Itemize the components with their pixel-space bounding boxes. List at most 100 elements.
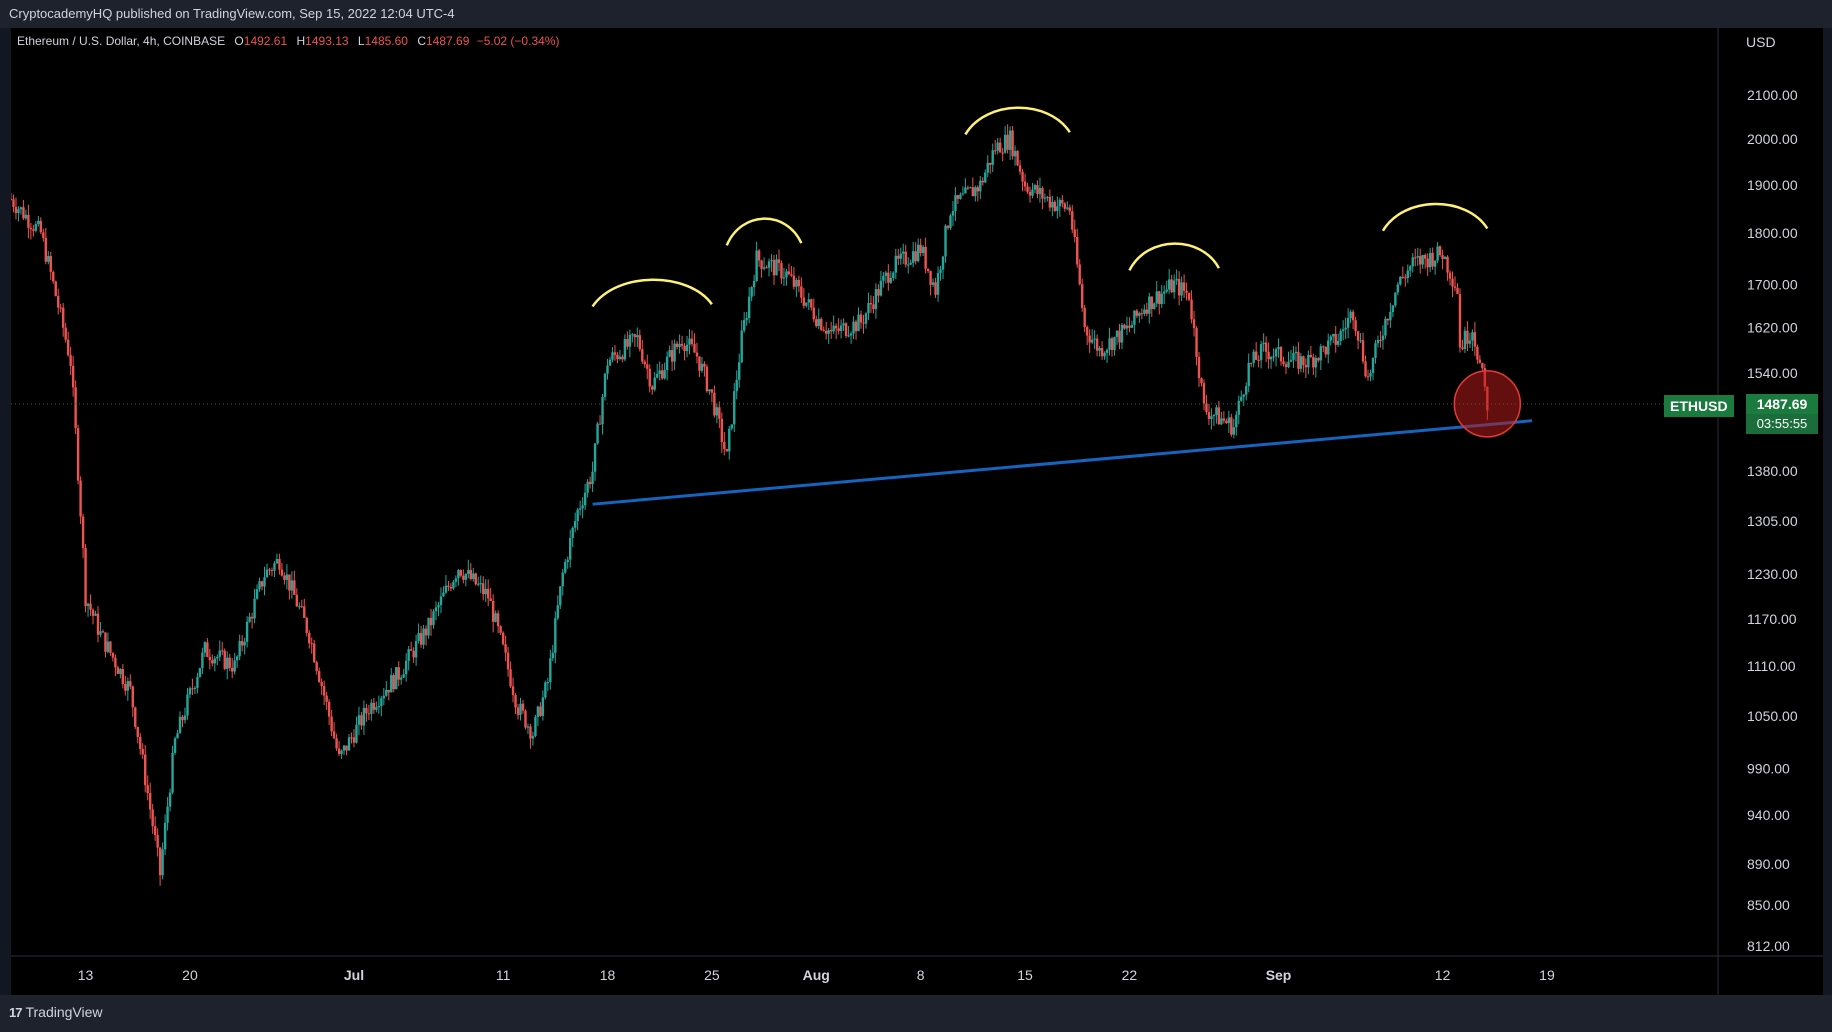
shoulder-arc-annotation[interactable]: [964, 106, 1071, 136]
shoulder-arc-annotation[interactable]: [591, 278, 713, 308]
candle-body: [1312, 357, 1315, 368]
published-header: CryptocademyHQ published on TradingView.…: [0, 0, 1832, 28]
time-tick-label: 22: [1122, 967, 1138, 983]
candle-body: [1078, 264, 1081, 285]
candle-body: [1172, 280, 1176, 293]
chart-area[interactable]: 2100.00 2000.00 1900.00 1800.00 1700.00 1620.…: [11, 28, 1823, 995]
candle-body: [1302, 356, 1305, 366]
candle-body: [1356, 331, 1360, 341]
candle-body: [1066, 207, 1069, 209]
candle-body: [889, 277, 893, 283]
candle-body: [253, 598, 256, 619]
candle-body: [134, 707, 137, 727]
published-text: CryptocademyHQ published on TradingView.…: [9, 6, 455, 21]
candle-body: [1063, 203, 1067, 209]
candle-body: [991, 150, 994, 165]
candle-body: [11, 199, 13, 201]
candle-body: [198, 668, 202, 678]
current-price-tag: 1487.69 03:55:55: [1746, 394, 1818, 434]
candle-body: [265, 569, 269, 578]
candle-body: [907, 264, 910, 266]
candle-body: [954, 195, 957, 212]
candle-body: [598, 423, 602, 425]
candle-body: [658, 370, 661, 374]
shoulder-arc-annotation[interactable]: [1381, 202, 1489, 232]
candle-body: [867, 303, 870, 314]
currency-label[interactable]: USD: [1746, 34, 1776, 50]
candle-body: [193, 687, 197, 689]
candle-body: [1476, 346, 1479, 360]
candle-body: [1468, 340, 1472, 344]
candle-body: [874, 289, 878, 310]
candle-body: [951, 211, 955, 216]
candle-body: [29, 227, 33, 230]
candle-body: [1048, 196, 1052, 208]
candle-body: [146, 785, 149, 794]
candle-body: [946, 225, 950, 228]
candle-body: [747, 296, 751, 319]
breakdown-highlight-circle[interactable]: [1453, 370, 1522, 438]
candle-body: [37, 220, 40, 225]
candle-body: [924, 246, 927, 269]
candle-body: [360, 715, 363, 726]
candle-body: [815, 319, 818, 327]
candle-body: [496, 613, 500, 627]
candle-body: [109, 641, 112, 653]
candle-body: [268, 569, 271, 571]
time-tick-label: 25: [704, 967, 720, 983]
candle-body: [1269, 356, 1273, 360]
candle-body: [39, 220, 43, 233]
candle-body: [909, 262, 912, 265]
candle-body: [449, 587, 453, 589]
candle-body: [494, 613, 497, 622]
candle-body: [1153, 303, 1156, 310]
candle-body: [601, 397, 604, 425]
shoulder-arc-annotation[interactable]: [725, 217, 803, 246]
candle-body: [733, 391, 736, 425]
close-value: 1487.69: [426, 34, 470, 48]
support-trendline[interactable]: [592, 419, 1533, 506]
symbol-label[interactable]: Ethereum / U.S. Dollar, 4h, COINBASE: [17, 34, 226, 48]
candle-body: [1031, 189, 1034, 196]
candle-body: [168, 792, 172, 807]
candle-body: [124, 683, 127, 691]
tradingview-wordmark: TradingView: [25, 1004, 103, 1020]
candle-body: [1299, 356, 1303, 369]
candle-body: [1401, 276, 1405, 278]
candle-body: [596, 423, 599, 444]
candle-body: [777, 259, 781, 264]
candle-body: [171, 752, 174, 793]
candle-body: [631, 334, 634, 336]
candle-body: [514, 695, 517, 708]
candle-body: [1262, 342, 1265, 345]
candle-body: [1041, 188, 1044, 199]
candle-body: [486, 588, 490, 599]
close-key: C: [417, 34, 426, 48]
candle-body: [1051, 201, 1054, 208]
candle-body: [412, 650, 415, 658]
candle-body: [899, 253, 902, 259]
candle-body: [84, 547, 87, 607]
candle-body: [559, 586, 562, 606]
candle-body: [1374, 343, 1377, 359]
tradingview-logo[interactable]: 17 TradingView: [9, 1004, 103, 1020]
shoulder-arc-annotation[interactable]: [1128, 242, 1220, 271]
candle-body: [270, 570, 274, 572]
candle-body: [1058, 199, 1062, 207]
candle-body: [663, 369, 666, 379]
candle-body: [1026, 186, 1029, 192]
candle-body: [263, 577, 266, 587]
candle-body: [797, 279, 801, 287]
candle-body: [1148, 296, 1151, 314]
ohlc-legend: Ethereum / U.S. Dollar, 4h, COINBASE O14…: [17, 34, 559, 48]
candle-body: [549, 658, 552, 683]
candle-body: [571, 527, 574, 538]
candle-body: [1334, 334, 1337, 345]
candle-body: [1100, 348, 1104, 357]
candle-body: [1250, 362, 1253, 364]
candlestick-chart[interactable]: 2100.00 2000.00 1900.00 1800.00 1700.00 1620.…: [11, 28, 1823, 995]
candle-body: [1242, 394, 1245, 397]
price-tick-label: 1540.00: [1747, 365, 1798, 381]
candle-body: [240, 641, 244, 646]
candle-body: [298, 606, 301, 608]
